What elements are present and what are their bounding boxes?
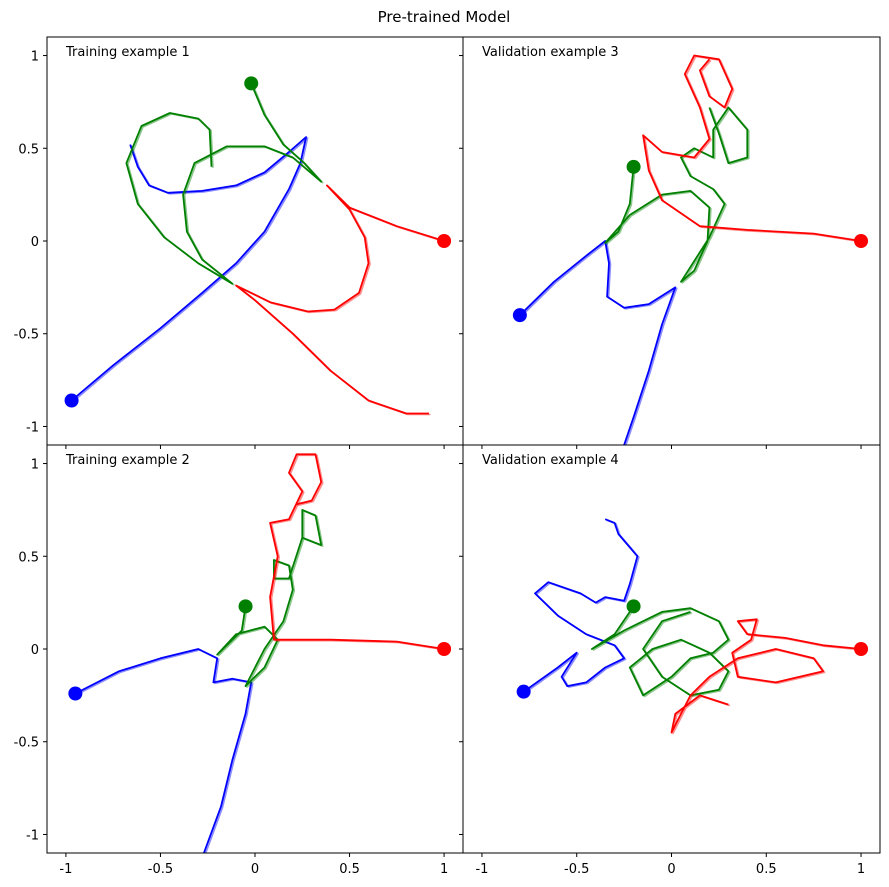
subplot-title: Training example 2 <box>65 453 190 468</box>
series-group <box>68 453 452 853</box>
x-tick-label: 1 <box>440 862 448 877</box>
x-tick-label: -0.5 <box>564 862 589 877</box>
start-marker <box>437 642 452 656</box>
x-tick-label: -1 <box>59 862 72 877</box>
series-group <box>516 518 869 735</box>
y-tick-label: -1 <box>26 828 39 843</box>
subplot-title: Validation example 4 <box>482 453 619 468</box>
start-marker <box>512 308 527 323</box>
series-line <box>519 240 677 445</box>
series-line <box>523 518 639 693</box>
subplot-1: Training example 1 1 0.5 0 -0.5 -1 <box>14 36 464 449</box>
series-line <box>269 453 445 650</box>
axes-frame <box>462 444 881 854</box>
series-shadow-line <box>672 619 863 735</box>
subplot-4: Validation example 4 -1 -0.5 0 0.5 1 <box>459 444 881 877</box>
series-group <box>64 76 452 416</box>
series-line <box>591 605 730 697</box>
series-line <box>604 106 749 283</box>
axes-frame <box>46 444 464 854</box>
x-tick-label: 0 <box>251 862 259 877</box>
y-tick-label: -1 <box>26 420 39 435</box>
y-tick-label: 1 <box>31 50 39 65</box>
series-shadow-line <box>270 454 446 651</box>
x-tick-label: 0.5 <box>756 862 777 877</box>
x-tick-label: 0.5 <box>339 862 360 877</box>
x-tick-label: -0.5 <box>148 862 173 877</box>
axes-frame <box>462 36 881 446</box>
series-line <box>670 618 862 734</box>
series-line <box>74 648 253 853</box>
start-marker <box>626 159 641 174</box>
y-tick-label: 0 <box>31 235 39 250</box>
start-marker <box>626 599 641 614</box>
start-marker <box>854 234 869 248</box>
figure-title: Pre-trained Model <box>378 8 511 26</box>
x-tick-label: 0 <box>667 862 675 877</box>
series-line <box>71 136 308 402</box>
series-line <box>125 83 323 285</box>
start-marker <box>516 684 531 699</box>
series-shadow-line <box>643 55 863 243</box>
series-line <box>642 54 862 242</box>
subplot-3: Training example 2 -1 -0.5 0 0.5 1 1 0.5 0 -0.5 -1 <box>14 444 464 877</box>
start-marker <box>437 234 452 248</box>
y-tick-label: 1 <box>31 458 39 473</box>
y-tick-label: -0.5 <box>14 736 39 751</box>
series-line <box>216 508 323 687</box>
y-tick-label: -0.5 <box>14 328 39 343</box>
y-tick-label: 0.5 <box>18 142 39 157</box>
start-marker <box>68 686 83 701</box>
series-group <box>512 54 869 445</box>
x-tick-label: 1 <box>857 862 865 877</box>
series-shadow-line <box>520 241 678 445</box>
start-marker <box>238 599 253 614</box>
series-shadow-line <box>524 519 640 694</box>
series-shadow-line <box>605 107 750 284</box>
start-marker <box>854 642 869 656</box>
subplot-title: Training example 1 <box>65 45 190 60</box>
subplot-2: Validation example 3 <box>459 36 881 449</box>
series-shadow-line <box>76 649 254 853</box>
y-tick-label: 0 <box>31 643 39 658</box>
x-tick-label: -1 <box>475 862 488 877</box>
subplot-title: Validation example 3 <box>482 45 619 60</box>
start-marker <box>244 76 259 91</box>
start-marker <box>64 393 79 408</box>
series-line <box>235 184 445 415</box>
y-tick-label: 0.5 <box>18 550 39 565</box>
